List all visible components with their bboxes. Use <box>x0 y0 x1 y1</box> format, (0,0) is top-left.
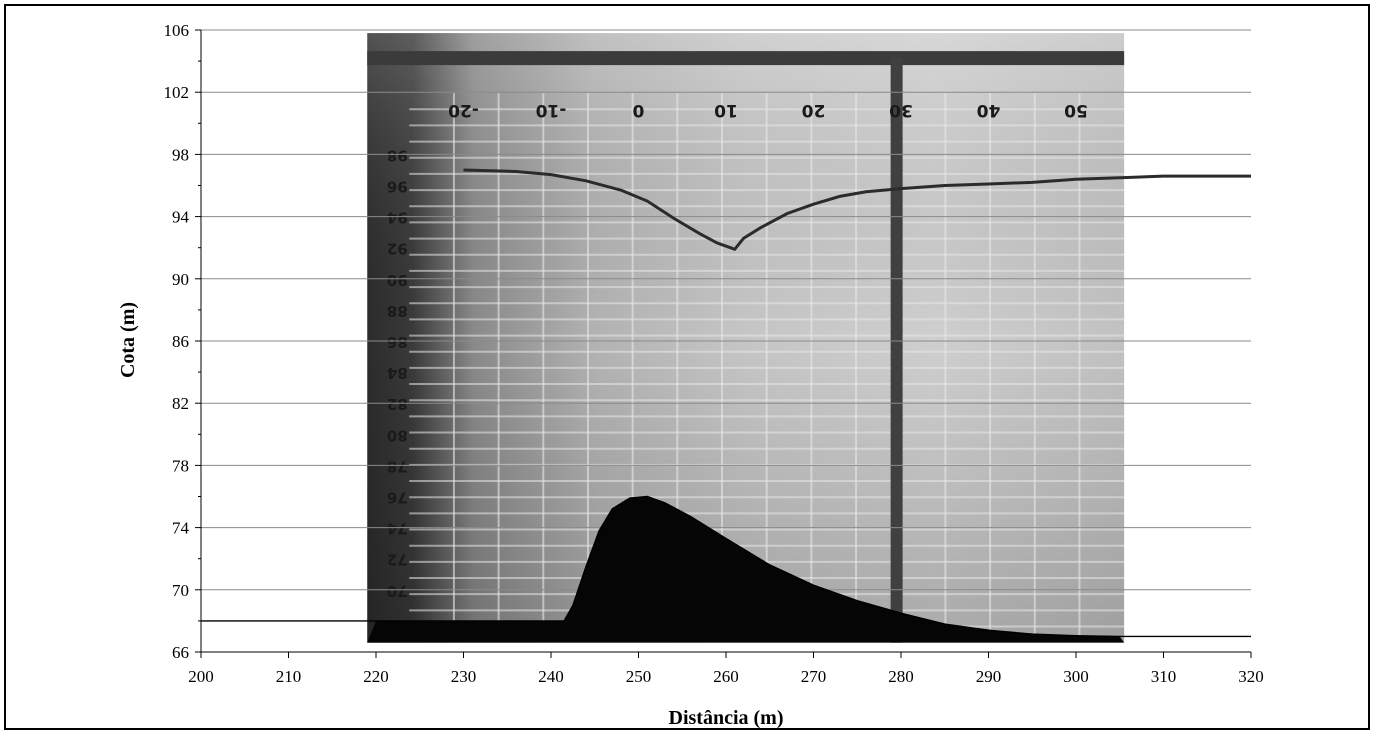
y-tick-label: 70 <box>172 581 189 600</box>
photo-scale-label-left: 90 <box>387 271 408 289</box>
x-tick-label: 300 <box>1063 667 1089 686</box>
photo-scale-label-left: 76 <box>387 489 408 507</box>
photo-gauge-rod <box>890 57 903 643</box>
water-surface-line <box>463 168 1251 252</box>
x-tick-label: 260 <box>713 667 739 686</box>
x-tick-label: 240 <box>538 667 564 686</box>
y-tick-label: 102 <box>164 83 190 102</box>
y-axis-title: Cota (m) <box>117 302 139 378</box>
photo-scale-label-top: 20 <box>802 100 826 120</box>
photo-background: -20 -10 0 10 20 30 40 50 98 96 94 92 90 88 86 84 82 80 78 7… <box>367 33 1125 643</box>
y-tick-label: 106 <box>164 21 190 40</box>
photo-scale-label-top: 50 <box>1064 100 1088 120</box>
x-tick-label: 200 <box>188 667 214 686</box>
photo-scale-label-left: 84 <box>387 364 408 382</box>
x-tick-label: 250 <box>626 667 652 686</box>
y-tick-label: 86 <box>172 332 189 351</box>
y-tick-label: 98 <box>172 145 189 164</box>
photo-scale-label-left: 70 <box>387 582 408 600</box>
x-tick-label: 320 <box>1238 667 1264 686</box>
y-tick-label: 90 <box>172 270 189 289</box>
photo-scale-label-top: 30 <box>889 100 913 120</box>
bed-profile-line <box>201 495 1251 638</box>
photo-scale-label-left: 86 <box>387 333 408 351</box>
y-tick-label: 66 <box>172 643 189 662</box>
photo-scale-label-left: 98 <box>387 146 408 164</box>
photo-scale-label-top: 10 <box>714 100 738 120</box>
x-tick-label: 220 <box>363 667 389 686</box>
photo-scale-label-left: 80 <box>387 426 408 444</box>
x-tick-label: 280 <box>888 667 914 686</box>
photo-scale-label-top: 40 <box>977 100 1001 120</box>
photo-scale-label-left: 92 <box>387 240 408 258</box>
y-tick-label: 74 <box>172 519 190 538</box>
y-tick-label: 94 <box>172 208 190 227</box>
x-axis-title: Distância (m) <box>669 707 784 729</box>
x-tick-label: 210 <box>276 667 302 686</box>
photo-scale-label-left: 78 <box>387 457 408 475</box>
photo-top-rail <box>367 51 1125 66</box>
x-tick-label: 310 <box>1151 667 1177 686</box>
photo-scale-label-left: 74 <box>387 520 408 538</box>
photo-scale-label-top: -10 <box>535 100 566 120</box>
photo-scale-label-left: 82 <box>387 395 408 413</box>
bed-fill-area <box>367 496 1125 643</box>
photo-scale-label-left: 96 <box>387 178 408 196</box>
photo-shading <box>367 33 1125 643</box>
data-series <box>201 168 1251 643</box>
x-tick-label: 230 <box>451 667 477 686</box>
photo-scale-label-left: 88 <box>387 302 408 320</box>
photo-scale-label-top: 0 <box>632 100 644 120</box>
photo-scale-label-left: 94 <box>387 209 408 227</box>
photo-scale-label-top: -20 <box>448 100 479 120</box>
y-tick-label: 78 <box>172 456 189 475</box>
photo-scale-label-left: 72 <box>387 551 408 569</box>
x-tick-label: 290 <box>976 667 1002 686</box>
y-tick-label: 82 <box>172 394 189 413</box>
x-tick-label: 270 <box>801 667 827 686</box>
